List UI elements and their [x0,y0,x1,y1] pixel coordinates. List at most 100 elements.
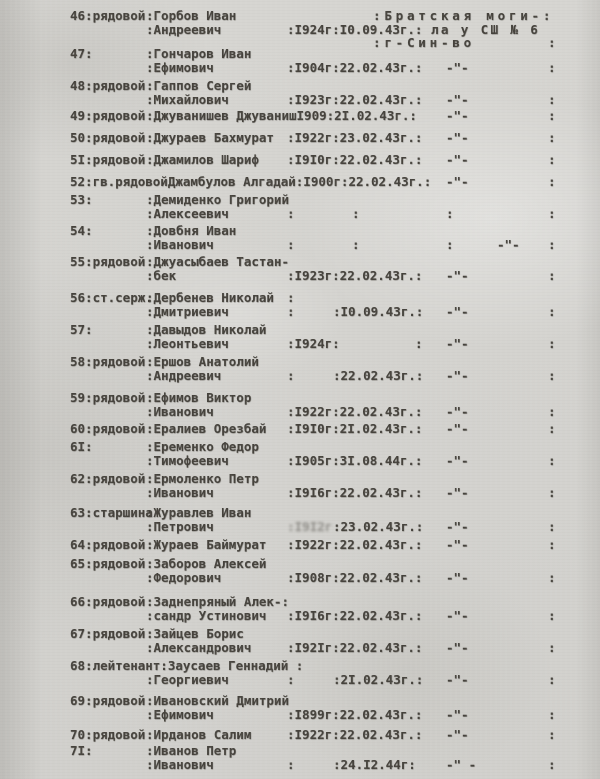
name-cell: :Джураев Бахмурат [146,130,274,145]
column-separator: : [548,205,556,221]
column-separator: : [548,537,556,552]
ditto-mark: -"- [446,91,469,107]
text-line: 55:рядовой:Джуасыбаев Тастан- [0,254,600,269]
row-number-and-rank: 5I:рядовой [70,152,146,167]
ditto-mark: -"- [446,518,469,534]
name-cell: :Заборов Алексей [146,556,267,571]
name-cell: :Иванович [146,403,214,419]
text-line: :Иванович:I922г:22.02.43г.: -"-: [0,403,600,419]
ditto-mark: -"- [446,108,469,123]
text-line: :Алексеевич:::: [0,205,600,221]
name-cell: :Еременко Федор [146,439,259,454]
text-line: 47::Гончаров Иван [0,46,600,61]
name-cell: :Тимофеевич [146,452,229,468]
text-line: 53::Демиденко Григорий [0,192,600,207]
name-cell: :Федорович [146,569,222,585]
year-and-date-cell: :I923г:22.02.43г.: [287,91,423,107]
column-separator: : [548,518,556,534]
name-cell: :Петрович [146,518,214,534]
column-separator: : [548,267,556,283]
row-number-and-rank: 58:рядовой [70,354,146,369]
name-cell: :Иванович [146,756,214,772]
column-separator: : [352,205,360,221]
text-line: :Андреевич::22.02.43г.: -"-: [0,367,600,383]
year-and-date-cell: :I922г:22.02.43г.: [287,537,423,552]
ditto-mark: -"- [446,484,469,500]
text-line: 70:рядовой:Ирданов Салим:I922г:22.02.43г… [0,727,600,742]
name-cell: :Ирданов Салим [146,727,252,742]
text-line: 52:гв.рядовойДжамбулов Алгадай:I900г:22.… [0,174,600,189]
name-cell: :сандр Устинович [146,607,267,623]
ditto-mark: -"- [446,59,469,75]
row-number-and-rank: 62:рядовой [70,471,146,486]
text-line: :Петрович:I9I2г:23.02.43г.: -"-: [0,518,600,534]
row-number-and-rank: 53: [70,192,93,207]
text-line: 66:рядовой:Заднепряный Алек-: [0,594,600,609]
column-separator: : [287,205,295,221]
name-cell: :Джамилов Шариф [146,152,259,167]
name-cell: :Ефимов Виктор [146,390,252,405]
text-line: 5I:рядовой:Джамилов Шариф:I9I0г:22.02.43… [0,152,600,167]
year-and-date-cell: :I924г: [287,335,340,351]
text-line: :Леонтьевич:I924г:: -"-: [0,335,600,351]
row-number-and-rank: 7I: [70,743,93,758]
column-separator: : [548,59,556,75]
row-number-and-rank: 48:рядовой [70,78,146,93]
name-cell: :Зайцев Борис [146,626,244,641]
column-separator: : [548,91,556,107]
row-number-and-rank: 68:лейтенант:Заусаев Геннадий : [70,658,304,673]
column-separator: : [548,35,556,50]
name-cell: :Довбня Иван [146,223,237,238]
name-cell: :Георгиевич [146,671,229,687]
burial-place-cell: :Братская моги-: [373,8,555,23]
text-line: :Андреевич:I924г:I0.09.43г.: ла у СШ № 6 [0,21,600,37]
column-separator: : [548,303,556,319]
ditto-mark: -"- [446,671,469,687]
text-line: 49:рядовой:Джуванишев ДжуванишI909:2I.02… [0,108,600,123]
ditto-mark: -"- [446,130,469,145]
row-number-and-rank: 49:рядовой [70,108,146,123]
burial-place-cell: ла у СШ № 6 [431,21,541,37]
name-cell: :Жураев Баймурат [146,537,267,552]
year-and-date-cell: :I9I6г:22.02.43г.: [287,607,423,623]
ditto-mark: -"- [446,367,469,383]
column-separator: : [415,335,423,351]
ditto-mark: -"- [446,569,469,585]
column-separator: : [287,671,295,687]
row-number-and-rank: 63:старшина [70,505,153,520]
column-separator: : [548,335,556,351]
text-line: 58:рядовой:Ершов Анатолий [0,354,600,369]
year-and-date-cell: :I899г:22.02.43г.: [287,706,423,722]
name-cell: :Гаппов Сергей [146,78,252,93]
column-separator: : [548,108,556,123]
column-separator: : [548,130,556,145]
ditto-mark: -"- [446,303,469,319]
ditto-mark: -"- [446,607,469,623]
column-separator: : [548,639,556,655]
text-line: 62:рядовой:Ермоленко Петр [0,471,600,486]
column-separator: : [548,236,556,252]
text-line: 59:рядовой:Ефимов Виктор [0,390,600,405]
ditto-mark: -"- [446,152,469,167]
ditto-mark: -"- [497,236,520,252]
name-cell: :Горбов Иван [146,8,237,23]
row-number-and-rank: 67:рядовой [70,626,146,641]
name-cell: :Ефимович [146,706,214,722]
row-number-and-rank: 66:рядовой [70,594,146,609]
year-cell: :I9I2г [287,518,333,534]
name-cell: :Леонтьевич [146,335,229,351]
text-line: 57::Давыдов Николай [0,322,600,337]
text-line: :Федорович:I908г:22.02.43г.: -"-: [0,569,600,585]
name-cell: :бек [146,267,177,283]
text-line: :Михайлович:I923г:22.02.43г.: -"-: [0,91,600,107]
row-number-and-rank: 64:рядовой [70,537,146,552]
text-line: 64:рядовой:Жураев Баймурат :I922г:22.02.4… [0,537,600,552]
text-line: :Дмитриевич::I0.09.43г.: -"-: [0,303,600,319]
ditto-mark: -"- [446,174,469,189]
ditto-mark: -"- [446,421,469,436]
text-line: 46:рядовой:Горбов Иван:Братская моги-: [0,8,600,23]
year-and-date-cell: :I904г:22.02.43г.: [287,59,423,75]
column-separator: : [548,607,556,623]
row-number-and-rank: 59:рядовой [70,390,146,405]
